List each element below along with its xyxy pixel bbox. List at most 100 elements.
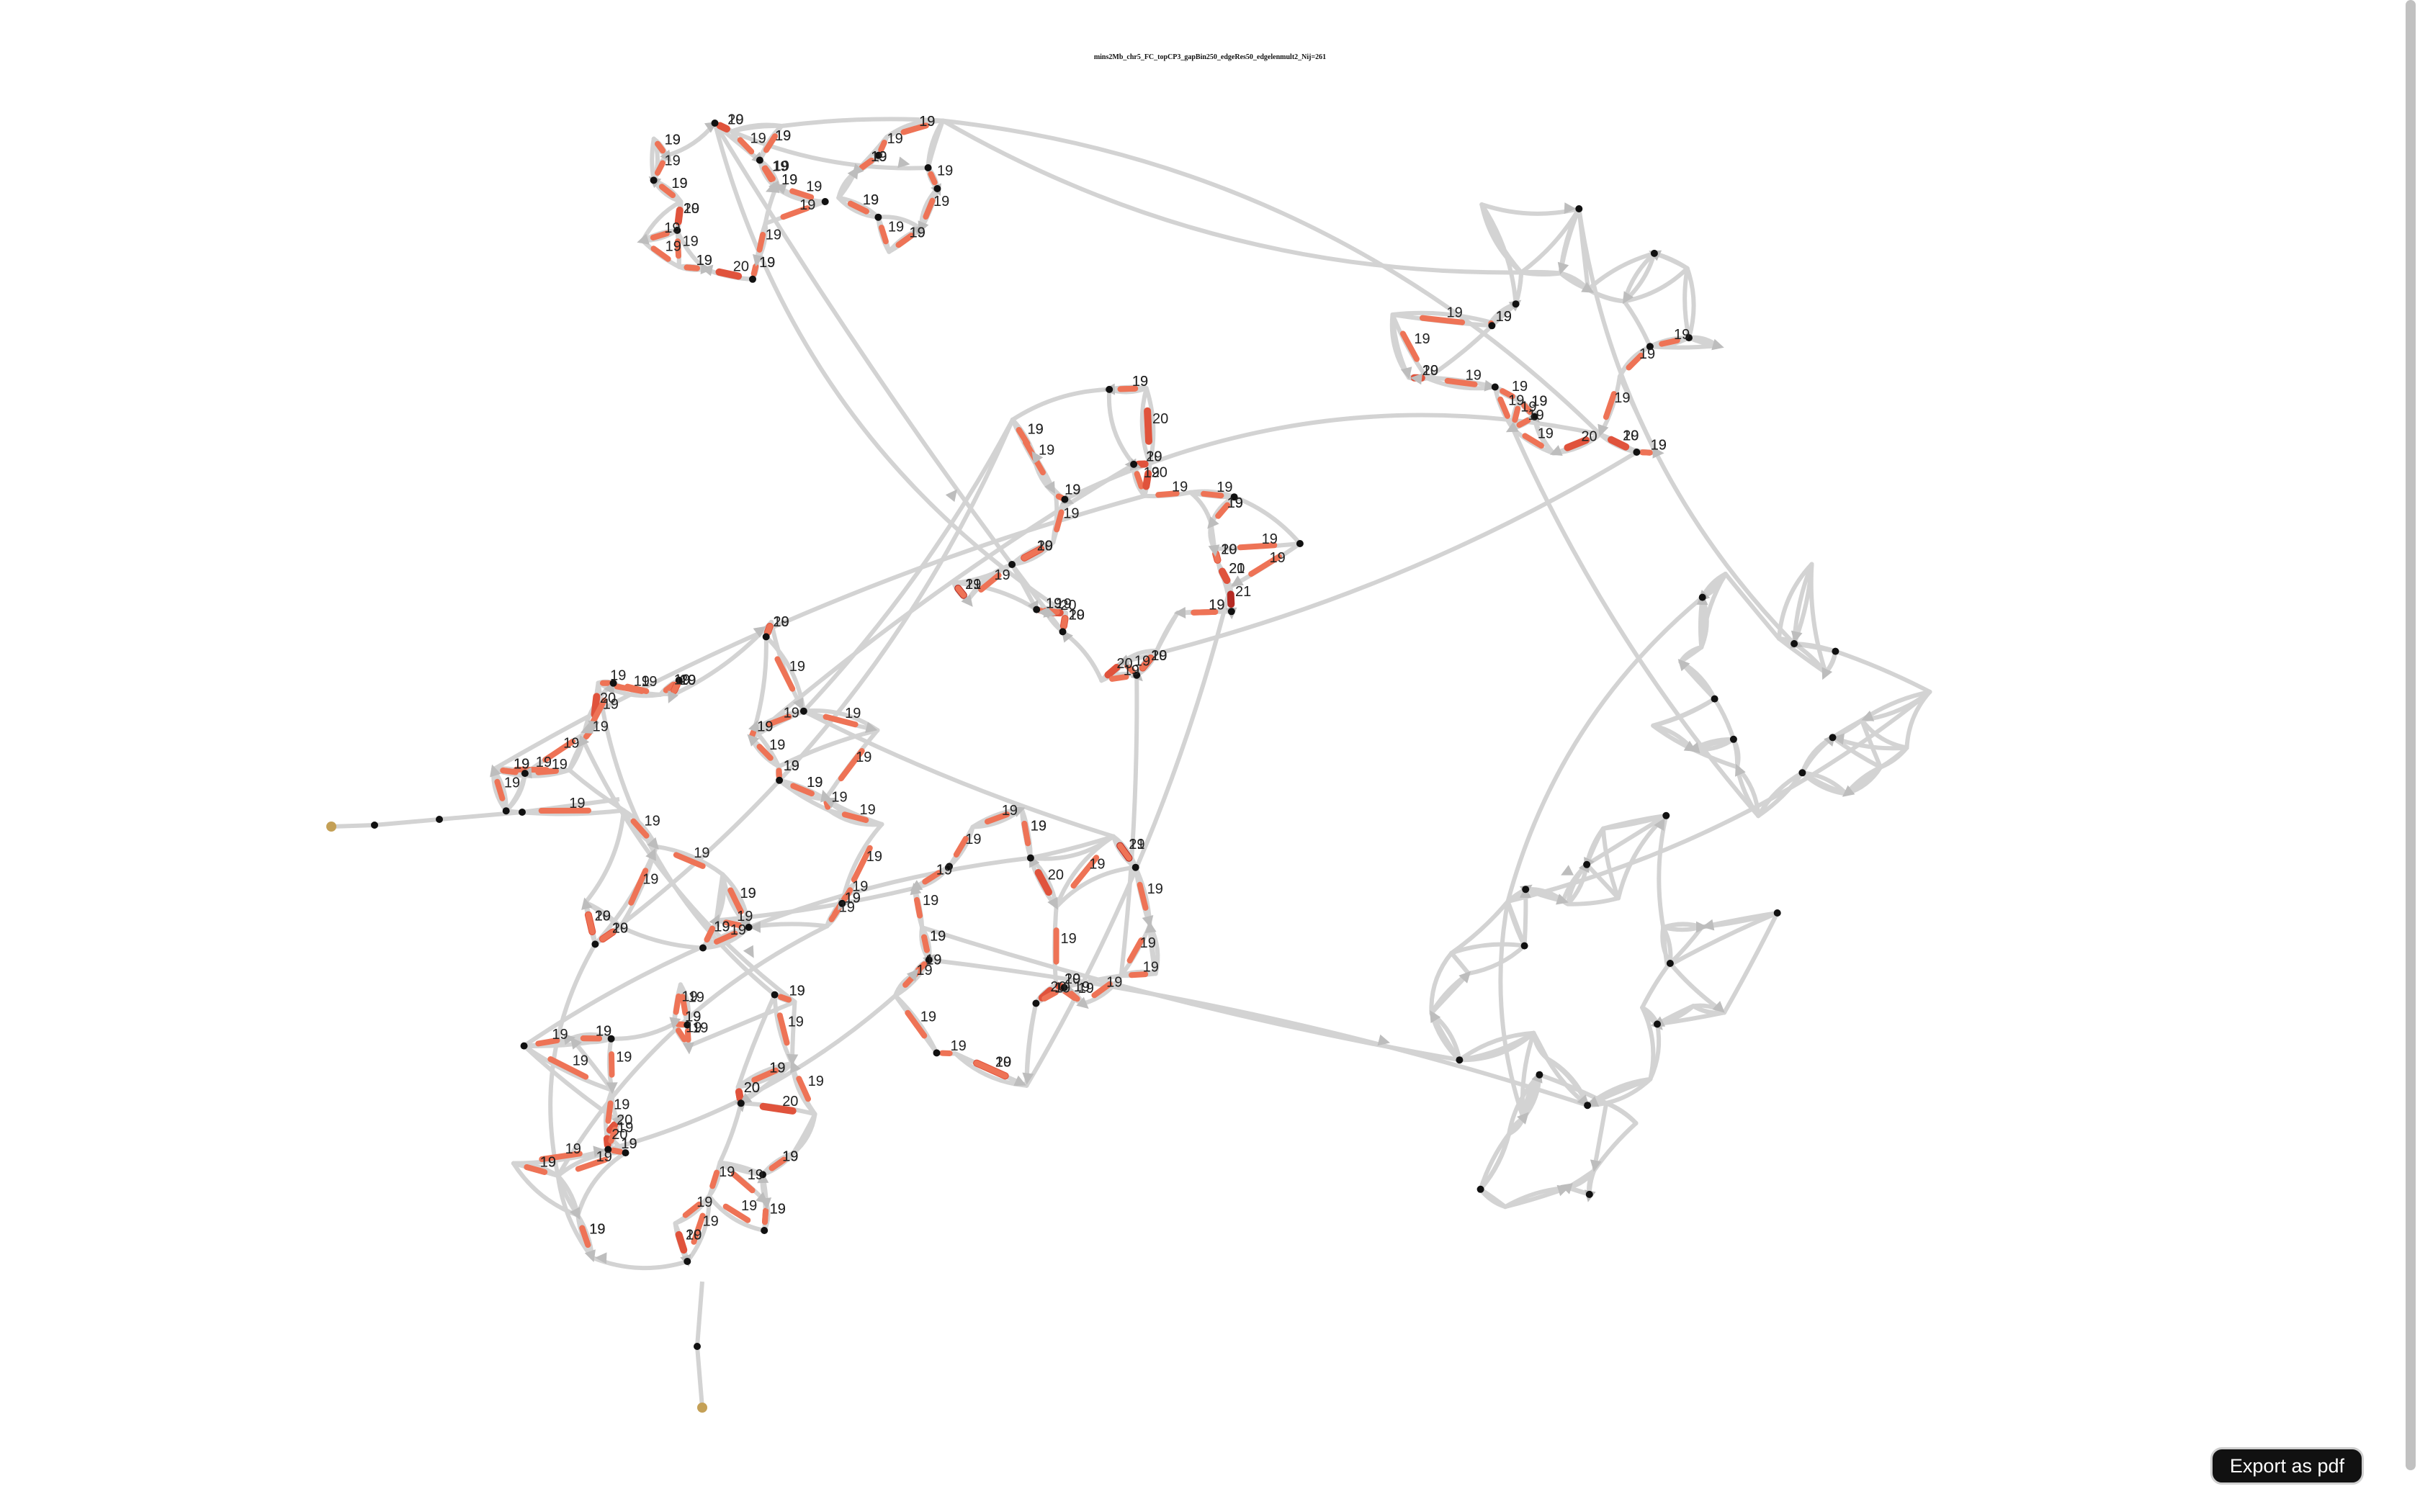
graph-node[interactable]	[1575, 205, 1583, 212]
graph-node[interactable]	[874, 151, 882, 159]
edge-weight-label: 19	[719, 1164, 735, 1180]
graph-node[interactable]	[711, 120, 719, 127]
graph-node[interactable]	[607, 1035, 615, 1043]
graph-node[interactable]	[1491, 383, 1499, 391]
edge-weight-label: 19	[1151, 648, 1167, 664]
graph-node[interactable]	[1650, 249, 1658, 257]
graph-node[interactable]	[1060, 984, 1068, 991]
graph-node[interactable]	[371, 822, 378, 829]
graph-node[interactable]	[1698, 593, 1706, 601]
scrollbar-thumb[interactable]	[2406, 0, 2416, 1470]
graph-node[interactable]	[933, 1049, 941, 1057]
graph-node[interactable]	[1033, 606, 1041, 613]
graph-node[interactable]	[684, 1258, 691, 1265]
graph-node[interactable]	[1791, 640, 1798, 647]
graph-node[interactable]	[1520, 942, 1528, 950]
graph-node[interactable]	[673, 226, 681, 234]
graph-node[interactable]	[591, 940, 599, 948]
graph-node[interactable]	[675, 676, 683, 684]
graph-node[interactable]	[946, 863, 953, 870]
graph-node[interactable]	[799, 707, 807, 715]
graph-node[interactable]	[1061, 495, 1069, 503]
graph-edge	[491, 493, 1147, 772]
graph-node[interactable]	[694, 1343, 701, 1350]
graph-node[interactable]	[1512, 300, 1520, 308]
graph-node[interactable]	[1829, 734, 1837, 742]
graph-node[interactable]	[502, 807, 510, 815]
graph-node[interactable]	[1654, 1020, 1661, 1028]
edge-weight-label: 19	[1639, 346, 1655, 362]
graph-node[interactable]	[1488, 322, 1496, 330]
graph-node[interactable]	[925, 956, 933, 964]
graph-node[interactable]	[1032, 999, 1040, 1007]
graph-node[interactable]	[1729, 735, 1737, 743]
graph-node[interactable]	[521, 770, 529, 778]
weighted-edge-segment	[796, 1076, 811, 1102]
graph-node[interactable]	[1456, 1056, 1464, 1064]
edge-weight-label: 19	[681, 989, 697, 1005]
graph-node[interactable]	[1008, 561, 1016, 568]
vertical-scrollbar[interactable]	[2400, 0, 2420, 1512]
edge-weight-label: 19	[871, 149, 887, 165]
graph-node[interactable]	[1476, 1185, 1484, 1193]
graph-node[interactable]	[1059, 628, 1067, 636]
graph-node[interactable]	[1583, 860, 1591, 868]
graph-node[interactable]	[821, 198, 829, 205]
graph-edge	[603, 1088, 614, 1136]
graph-node[interactable]	[650, 176, 658, 184]
graph-node[interactable]	[1585, 1190, 1593, 1198]
graph-node[interactable]	[1685, 334, 1693, 342]
graph-node[interactable]	[519, 809, 526, 816]
graph-node[interactable]	[756, 156, 763, 164]
graph-node[interactable]	[1773, 909, 1781, 917]
weighted-edge-segment	[599, 929, 616, 942]
graph-node[interactable]	[1230, 493, 1238, 501]
graph-node[interactable]	[1130, 460, 1138, 468]
graph-node[interactable]	[1106, 385, 1113, 393]
graph-node[interactable]	[1584, 1102, 1592, 1110]
terminal-node[interactable]	[697, 1403, 707, 1413]
graph-node[interactable]	[745, 923, 753, 931]
edge-weight-label: 19	[665, 153, 681, 168]
graph-node[interactable]	[1522, 886, 1530, 894]
graph-node[interactable]	[1026, 854, 1034, 862]
graph-node[interactable]	[737, 1099, 745, 1107]
graph-node[interactable]	[1227, 608, 1235, 616]
graph-node[interactable]	[1131, 863, 1139, 871]
graph-node[interactable]	[1832, 647, 1839, 655]
graph-node[interactable]	[874, 213, 882, 221]
graph-node[interactable]	[1296, 540, 1304, 547]
graph-node[interactable]	[759, 1171, 766, 1179]
graph-node[interactable]	[520, 1042, 528, 1050]
graph-node[interactable]	[1798, 769, 1806, 777]
graph-node[interactable]	[771, 991, 779, 999]
graph-node[interactable]	[699, 944, 707, 952]
graph-node[interactable]	[761, 1227, 768, 1234]
graph-node[interactable]	[924, 164, 932, 171]
graph-node[interactable]	[684, 1021, 691, 1029]
graph-node[interactable]	[776, 776, 784, 784]
graph-node[interactable]	[838, 899, 846, 907]
graph-node[interactable]	[604, 1146, 612, 1153]
graph-node[interactable]	[749, 275, 756, 283]
terminal-node[interactable]	[326, 822, 336, 832]
edge-arrowhead	[753, 626, 766, 638]
edge-arrowhead	[748, 720, 760, 733]
graph-node[interactable]	[1133, 671, 1141, 679]
graph-node[interactable]	[933, 185, 941, 192]
graph-node[interactable]	[1536, 1071, 1543, 1079]
graph-node[interactable]	[1666, 960, 1674, 967]
graph-node[interactable]	[622, 1149, 629, 1157]
graph-edge	[1449, 899, 1510, 955]
graph-node[interactable]	[762, 633, 770, 641]
weighted-edge-segment	[603, 1135, 611, 1148]
graph-node[interactable]	[1633, 449, 1641, 456]
graph-node[interactable]	[436, 816, 443, 823]
graph-node[interactable]	[609, 679, 617, 687]
graph-node[interactable]	[1662, 811, 1670, 819]
graph-node[interactable]	[1711, 695, 1718, 703]
graph-node[interactable]	[1531, 413, 1538, 420]
graph-node[interactable]	[1646, 343, 1654, 351]
export-pdf-button[interactable]: Export as pdf	[2210, 1447, 2364, 1485]
